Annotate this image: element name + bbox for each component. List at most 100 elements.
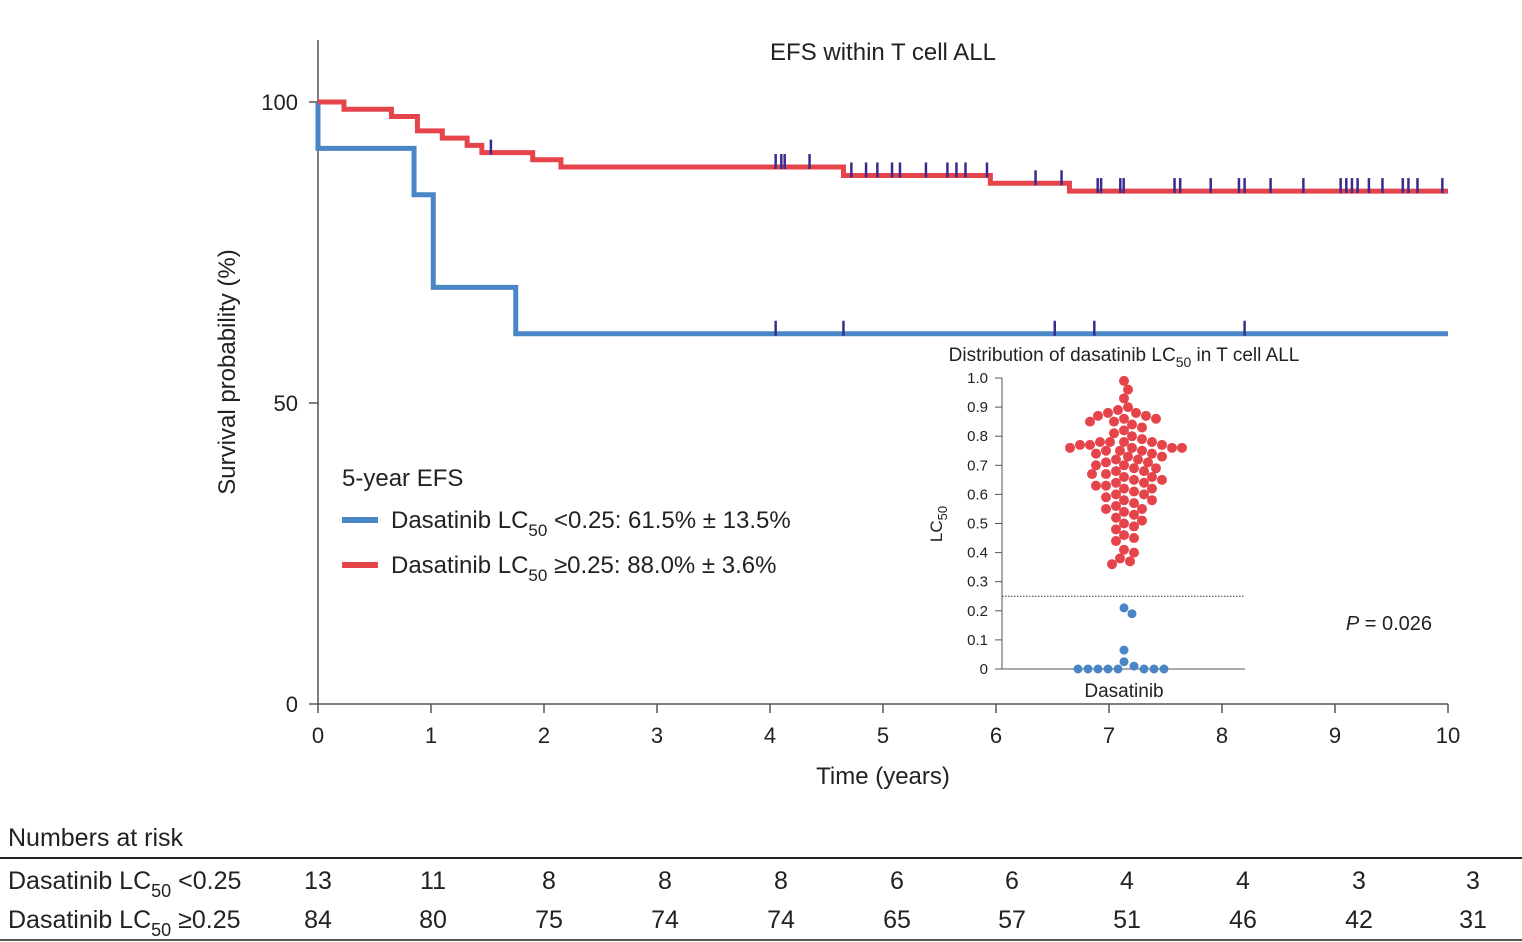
beeswarm-point-high — [1141, 410, 1151, 421]
risk-value: 8 — [658, 867, 672, 895]
risk-table-title: Numbers at risk — [8, 824, 184, 852]
beeswarm-point-high — [1111, 466, 1121, 477]
beeswarm-point-high — [1147, 483, 1157, 494]
risk-value: 3 — [1466, 867, 1480, 895]
beeswarm-point-high — [1147, 495, 1157, 506]
inset-y-tick-label: 0.6 — [967, 486, 988, 503]
inset-y-tick-label: 0 — [980, 661, 988, 678]
inset-y-tick-label: 0.8 — [967, 428, 988, 445]
beeswarm-point-high — [1167, 442, 1177, 453]
x-tick-label: 9 — [1329, 723, 1341, 748]
beeswarm-point-high — [1109, 416, 1119, 427]
beeswarm-point-high — [1085, 439, 1095, 450]
x-ticks: 0 1 2 3 4 5 6 7 8 9 10 — [312, 704, 1460, 748]
beeswarm-point-high — [1123, 384, 1133, 395]
survival-curves — [315, 99, 1448, 337]
beeswarm-point-high — [1119, 544, 1129, 555]
beeswarm-point-high — [1119, 413, 1129, 424]
beeswarm-point-high — [1119, 495, 1129, 506]
y-tick-label: 50 — [274, 391, 298, 416]
risk-value: 65 — [883, 906, 911, 934]
beeswarm-point-high — [1119, 393, 1129, 404]
beeswarm-point-high — [1115, 445, 1125, 456]
beeswarm-point-high — [1177, 442, 1187, 453]
beeswarm-point-high — [1129, 509, 1139, 520]
inset-y-tick-label: 0.4 — [967, 545, 988, 562]
y-tick-label: 0 — [286, 692, 298, 717]
inset-category-label: Dasatinib — [1084, 681, 1163, 702]
beeswarm-point-high — [1111, 524, 1121, 535]
survival-curve-low — [315, 102, 1448, 337]
beeswarm-point-low — [1129, 661, 1139, 671]
beeswarm-point-high — [1111, 535, 1121, 546]
risk-value: 8 — [774, 867, 788, 895]
risk-value: 8 — [542, 867, 556, 895]
inset-y-tick-label: 0.5 — [967, 516, 988, 533]
beeswarm-point-high — [1101, 480, 1111, 491]
x-tick-label: 8 — [1216, 723, 1228, 748]
y-ticks: 0 50 100 — [261, 90, 318, 717]
risk-value: 57 — [998, 906, 1026, 934]
legend-label-high: Dasatinib LC50 ≥0.25: 88.0% ± 3.6% — [391, 552, 776, 585]
beeswarm-point-high — [1095, 437, 1105, 448]
p-value: P = 0.026 — [1346, 613, 1432, 635]
beeswarm-point-high — [1129, 521, 1139, 532]
x-tick-label: 0 — [312, 723, 324, 748]
inset-y-axis-label: LC50 — [927, 506, 950, 542]
risk-value: 11 — [420, 867, 446, 895]
legend-title: 5-year EFS — [342, 465, 463, 492]
beeswarm-point-high — [1133, 454, 1143, 465]
beeswarm-point-high — [1101, 469, 1111, 480]
x-axis-label: Time (years) — [816, 763, 950, 790]
beeswarm-point-high — [1111, 477, 1121, 488]
beeswarm-point-high — [1129, 533, 1139, 544]
beeswarm-point-low — [1103, 664, 1113, 674]
risk-value: 80 — [419, 906, 447, 934]
beeswarm-point-high — [1157, 451, 1167, 462]
beeswarm-point-high — [1119, 471, 1129, 482]
beeswarm-point-high — [1119, 460, 1129, 471]
risk-value: 3 — [1352, 867, 1366, 895]
risk-value: 42 — [1345, 906, 1373, 934]
beeswarm-point-high — [1119, 437, 1129, 448]
beeswarm-point-high — [1111, 489, 1121, 500]
beeswarm-point-high — [1129, 474, 1139, 485]
beeswarm-point-high — [1091, 480, 1101, 491]
inset-y-tick-label: 0.2 — [967, 603, 988, 620]
risk-value: 6 — [890, 867, 904, 895]
beeswarm-point-high — [1075, 439, 1085, 450]
beeswarm-point-high — [1137, 422, 1147, 433]
inset-y-tick-label: 0.3 — [967, 574, 988, 591]
risk-value: 74 — [651, 906, 679, 934]
beeswarm-point-low — [1119, 657, 1129, 667]
risk-value: 74 — [767, 906, 795, 934]
beeswarm-point-high — [1111, 454, 1121, 465]
beeswarm-point-high — [1137, 503, 1147, 514]
inset-y-tick-label: 0.9 — [967, 399, 988, 416]
x-tick-label: 3 — [651, 723, 663, 748]
risk-value: 4 — [1236, 867, 1250, 895]
inset-y-tick-label: 0.1 — [967, 632, 988, 649]
legend-label-low: Dasatinib LC50 <0.25: 61.5% ± 13.5% — [391, 507, 791, 540]
risk-value: 13 — [304, 867, 332, 895]
beeswarm-point-high — [1113, 405, 1123, 416]
survival-curve-high — [318, 99, 1448, 194]
inset-points — [1065, 375, 1187, 674]
beeswarm-point-high — [1065, 442, 1075, 453]
beeswarm-point-high — [1125, 556, 1135, 567]
beeswarm-point-high — [1127, 419, 1137, 430]
y-tick-label: 100 — [261, 90, 298, 115]
beeswarm-point-high — [1119, 506, 1129, 517]
beeswarm-point-low — [1113, 664, 1123, 674]
beeswarm-point-high — [1137, 515, 1147, 526]
beeswarm-point-high — [1119, 483, 1129, 494]
beeswarm-point-high — [1151, 413, 1161, 424]
beeswarm-point-high — [1119, 375, 1129, 386]
beeswarm-point-high — [1157, 474, 1167, 485]
inset-chart: Distribution of dasatinib LC50 in T cell… — [927, 345, 1299, 702]
inset-y-tick-label: 1.0 — [967, 370, 988, 387]
x-tick-label: 7 — [1103, 723, 1115, 748]
beeswarm-point-high — [1105, 437, 1115, 448]
x-tick-label: 5 — [877, 723, 889, 748]
